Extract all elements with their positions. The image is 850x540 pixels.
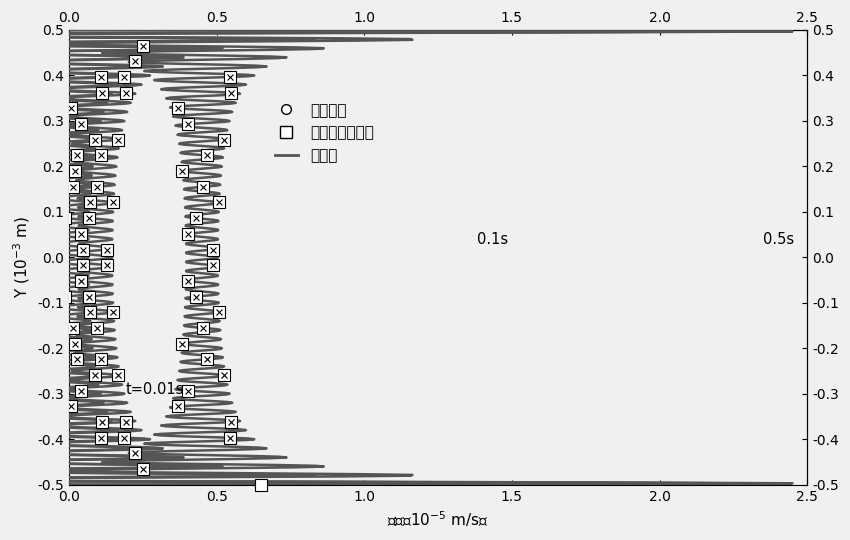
- Text: 0.1s: 0.1s: [477, 232, 507, 247]
- Legend: 当前方法, 常数体积力方法, 理论解: 当前方法, 常数体积力方法, 理论解: [269, 97, 380, 169]
- Text: 0.5s: 0.5s: [762, 232, 794, 247]
- Text: t=0.01s: t=0.01s: [125, 382, 184, 397]
- Y-axis label: Y (10$^{-3}$ m): Y (10$^{-3}$ m): [11, 216, 31, 299]
- X-axis label: 速度（10$^{-5}$ m/s）: 速度（10$^{-5}$ m/s）: [388, 509, 489, 529]
